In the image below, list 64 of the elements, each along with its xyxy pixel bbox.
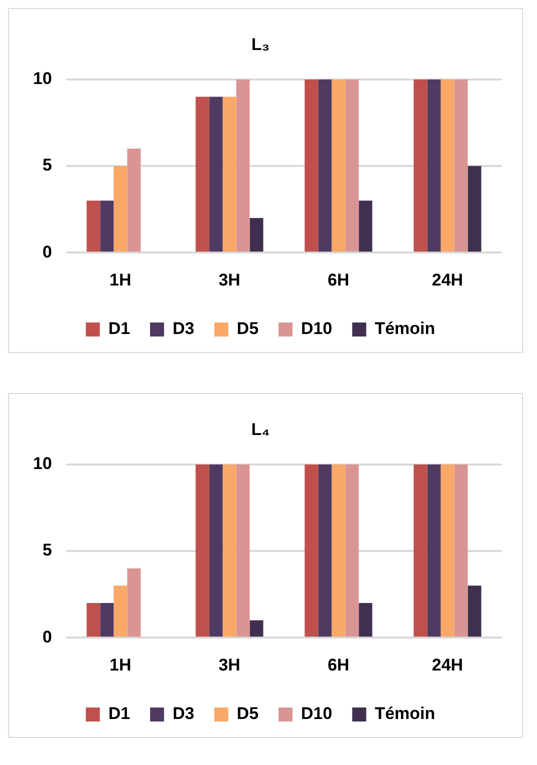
bar: [196, 96, 210, 252]
bar: [345, 464, 359, 637]
bar: [209, 464, 223, 637]
legend-label: D10: [301, 704, 332, 724]
bar: [318, 464, 332, 637]
y-tick-label: 5: [42, 156, 52, 175]
bar: [236, 79, 250, 252]
bar: [332, 79, 346, 252]
bar: [236, 464, 250, 637]
legend-label: D1: [108, 319, 130, 338]
bar: [86, 602, 100, 637]
bar: [414, 79, 428, 252]
legend-label: D1: [108, 704, 130, 724]
y-tick-label: 10: [32, 454, 52, 474]
bar: [318, 79, 332, 252]
x-tick-label: 1H: [110, 270, 132, 290]
bar: [209, 96, 223, 252]
bar: [454, 464, 468, 637]
bar: [127, 148, 141, 252]
legend-label: D10: [301, 319, 332, 338]
bar: [304, 464, 318, 637]
legend-label: D5: [236, 704, 259, 724]
bar: [222, 464, 236, 637]
bar: [100, 200, 114, 252]
legend-label: Témoin: [374, 704, 436, 724]
legend-label: D5: [236, 319, 259, 338]
bar: [114, 586, 128, 637]
y-tick-label: 0: [42, 242, 52, 262]
x-tick-label: 1H: [110, 655, 132, 674]
bar: [304, 79, 318, 252]
bar: [222, 96, 236, 252]
bar: [454, 79, 468, 252]
bar: [414, 464, 428, 637]
y-tick-label: 10: [32, 69, 52, 88]
legend-label: Témoin: [374, 319, 436, 338]
bar: [440, 464, 454, 637]
bar: [127, 568, 141, 637]
bar: [358, 200, 372, 252]
bar: [427, 464, 441, 637]
chart-title: L₃: [251, 34, 270, 54]
bar: [86, 200, 100, 252]
bar: [332, 464, 346, 637]
bar: [114, 166, 128, 252]
chart-title: L₄: [251, 420, 270, 439]
bar: [427, 79, 441, 252]
bar: [440, 79, 454, 252]
legend-label: D3: [172, 319, 194, 338]
bar: [100, 602, 114, 637]
bar: [250, 620, 264, 637]
x-tick-label: 24H: [432, 270, 464, 290]
bar: [358, 602, 372, 637]
bar: [250, 218, 264, 252]
x-tick-label: 6H: [328, 270, 350, 290]
bar: [468, 586, 482, 637]
x-tick-label: 3H: [218, 655, 240, 674]
x-tick-label: 3H: [218, 270, 240, 290]
y-tick-label: 5: [42, 540, 52, 560]
y-tick-label: 0: [42, 627, 52, 646]
legend-label: D3: [172, 704, 194, 724]
bar: [468, 166, 482, 252]
x-tick-label: 24H: [432, 655, 464, 674]
bar: [345, 79, 359, 252]
x-tick-label: 6H: [328, 655, 350, 674]
bar: [196, 464, 210, 637]
